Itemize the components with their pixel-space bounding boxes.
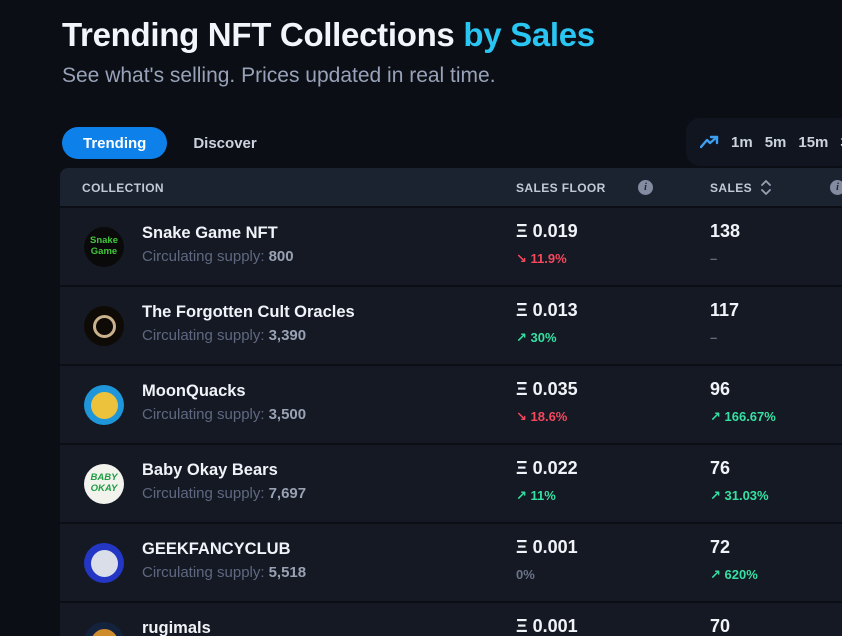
collection-avatar: BABY OKAY — [84, 464, 124, 504]
sales-floor-cell: Ξ 0.035 ↘ 18.6% — [516, 379, 578, 425]
sales-value: 96 — [710, 379, 731, 399]
avatar-art — [90, 549, 118, 577]
avatar-label: Snake Game — [90, 235, 118, 257]
collection-avatar — [84, 622, 124, 636]
sales-info-icon[interactable]: i — [830, 180, 842, 195]
sales-cell: 76 ↗ 31.03% — [710, 458, 769, 504]
supply-value: 3,500 — [268, 406, 307, 423]
supply-value: 5,518 — [268, 564, 307, 581]
supply-value: 7,697 — [268, 485, 307, 502]
collection-name: MoonQuacks — [142, 382, 246, 400]
floor-value: Ξ 0.013 — [516, 300, 578, 320]
time-option-5m[interactable]: 5m — [764, 133, 787, 151]
sales-floor-cell: Ξ 0.022 ↗ 11% — [516, 458, 578, 504]
collection-supply: Circulating supply: 3,390 — [142, 327, 306, 344]
page-title-accent: by Sales — [463, 16, 595, 53]
tab-trending[interactable]: Trending — [62, 127, 168, 159]
collection-avatar: Snake Game — [84, 227, 124, 267]
collection-name: Baby Okay Bears — [142, 461, 278, 479]
time-option-1m[interactable]: 1m — [731, 133, 753, 151]
sales-value: 138 — [710, 221, 741, 241]
avatar-art — [90, 391, 118, 419]
collection-name: The Forgotten Cult Oracles — [142, 303, 355, 321]
sales-change: ↗ 620% — [710, 567, 758, 582]
supply-value: 800 — [268, 248, 294, 265]
sales-cell: 117 – — [710, 300, 739, 345]
collections-table: COLLECTION SALES FLOOR i SALES i Snake G… — [60, 168, 842, 636]
collection-name: rugimals — [142, 619, 211, 636]
page-title-main: Trending NFT Collections — [62, 16, 464, 53]
floor-value: Ξ 0.001 — [516, 616, 578, 636]
sales-floor-info-icon[interactable]: i — [638, 180, 653, 195]
sales-cell: 96 ↗ 166.67% — [710, 379, 776, 425]
sales-floor-cell: Ξ 0.001 — [516, 616, 578, 636]
collection-name: Snake Game NFT — [142, 224, 278, 242]
collection-supply: Circulating supply: 800 — [142, 248, 294, 265]
supply-label: Circulating supply: — [142, 564, 265, 581]
time-filter: 1m 5m 15m 30m — [686, 118, 842, 166]
floor-value: Ξ 0.001 — [516, 537, 578, 557]
collection-avatar — [84, 543, 124, 583]
sales-floor-cell: Ξ 0.019 ↘ 11.9% — [516, 221, 578, 267]
tab-discover[interactable]: Discover — [193, 134, 257, 152]
col-header-sales: SALES — [710, 181, 753, 195]
sales-value: 72 — [710, 537, 731, 557]
sales-floor-cell: Ξ 0.013 ↗ 30% — [516, 300, 578, 346]
sales-change: – — [710, 330, 718, 345]
supply-label: Circulating supply: — [142, 327, 265, 344]
supply-label: Circulating supply: — [142, 485, 265, 502]
page-title: Trending NFT Collections by Sales — [62, 16, 595, 54]
trend-up-icon — [700, 135, 719, 149]
collection-name: GEEKFANCYCLUB — [142, 540, 291, 558]
table-row[interactable]: rugimals Ξ 0.001 70 — [60, 601, 842, 636]
col-header-sales-floor: SALES FLOOR — [516, 181, 606, 195]
collection-supply: Circulating supply: 3,500 — [142, 406, 306, 423]
avatar-art — [92, 314, 116, 338]
sales-floor-cell: Ξ 0.001 0% — [516, 537, 578, 582]
table-row[interactable]: MoonQuacks Circulating supply: 3,500 Ξ 0.… — [60, 364, 842, 443]
collection-supply: Circulating supply: 7,697 — [142, 485, 306, 502]
table-row[interactable]: BABY OKAY Baby Okay Bears Circulating su… — [60, 443, 842, 522]
supply-value: 3,390 — [268, 327, 307, 344]
sales-value: 70 — [710, 616, 731, 636]
supply-label: Circulating supply: — [142, 406, 265, 423]
floor-value: Ξ 0.035 — [516, 379, 578, 399]
collection-supply: Circulating supply: 5,518 — [142, 564, 306, 581]
collection-avatar — [84, 306, 124, 346]
sales-change: – — [710, 251, 718, 266]
page-subtitle: See what's selling. Prices updated in re… — [62, 64, 496, 87]
sales-value: 76 — [710, 458, 731, 478]
floor-change: 0% — [516, 567, 535, 582]
view-tabs: Trending Discover — [62, 127, 257, 159]
floor-change: ↗ 30% — [516, 330, 557, 345]
floor-value: Ξ 0.019 — [516, 221, 578, 241]
sales-cell: 72 ↗ 620% — [710, 537, 758, 583]
sales-cell: 138 – — [710, 221, 740, 266]
sales-change: ↗ 31.03% — [710, 488, 769, 503]
table-row[interactable]: GEEKFANCYCLUB Circulating supply: 5,518 Ξ… — [60, 522, 842, 601]
sales-change: ↗ 166.67% — [710, 409, 776, 424]
table-row[interactable]: Snake Game Snake Game NFT Circulating su… — [60, 206, 842, 285]
sales-cell: 70 — [710, 616, 730, 636]
col-header-collection: COLLECTION — [82, 181, 164, 195]
avatar-art — [90, 628, 118, 636]
avatar-label: BABY OKAY — [90, 472, 118, 494]
sales-value: 117 — [710, 300, 740, 320]
supply-label: Circulating supply: — [142, 248, 265, 265]
sales-sort-icon[interactable] — [760, 179, 772, 196]
floor-value: Ξ 0.022 — [516, 458, 578, 478]
time-option-15m[interactable]: 15m — [798, 133, 829, 151]
collection-avatar — [84, 385, 124, 425]
time-option-30m[interactable]: 30m — [840, 134, 842, 151]
floor-change: ↘ 11.9% — [516, 251, 567, 266]
floor-change: ↗ 11% — [516, 488, 556, 503]
floor-change: ↘ 18.6% — [516, 409, 568, 424]
table-header: COLLECTION SALES FLOOR i SALES i — [60, 168, 842, 206]
table-row[interactable]: The Forgotten Cult Oracles Circulating s… — [60, 285, 842, 364]
